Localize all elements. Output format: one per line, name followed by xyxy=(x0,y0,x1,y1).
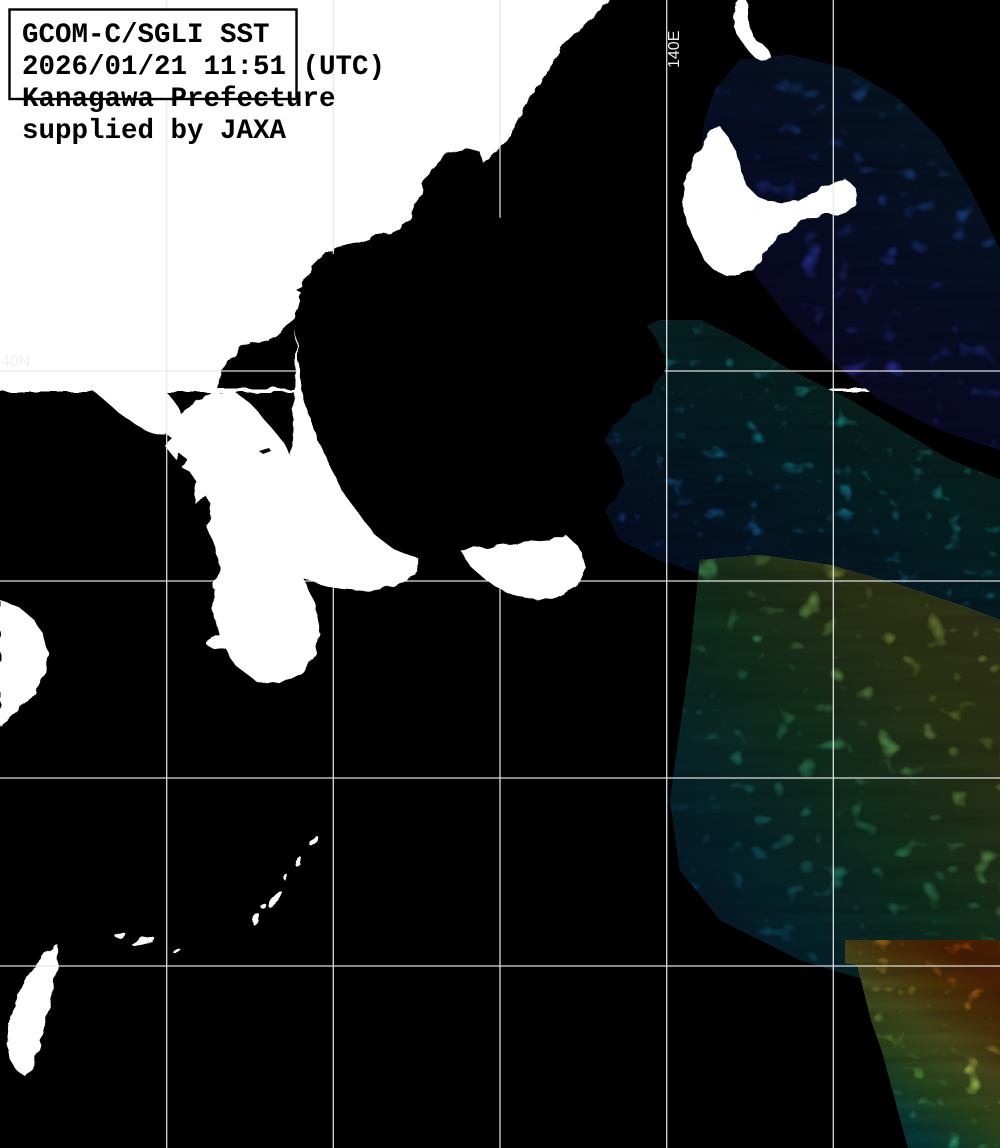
svg-text:140E: 140E xyxy=(666,31,683,68)
svg-text:supplied by JAXA: supplied by JAXA xyxy=(22,116,287,147)
svg-text:40N: 40N xyxy=(1,353,30,370)
svg-text:2026/01/21 11:51 (UTC): 2026/01/21 11:51 (UTC) xyxy=(22,52,385,83)
svg-text:GCOM-C/SGLI SST: GCOM-C/SGLI SST xyxy=(22,20,270,51)
svg-text:Kanagawa Prefecture: Kanagawa Prefecture xyxy=(22,84,336,115)
